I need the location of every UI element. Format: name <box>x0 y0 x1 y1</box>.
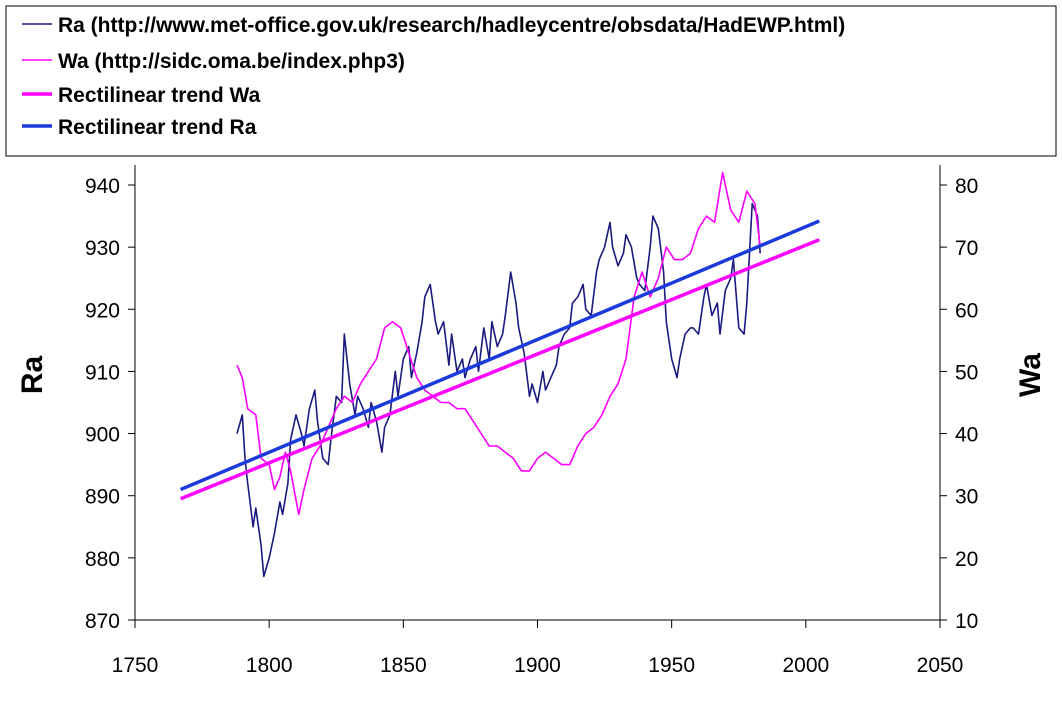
x-tick-label: 1850 <box>380 654 427 677</box>
legend: Ra (http://www.met-office.gov.uk/researc… <box>5 5 1057 157</box>
ra-series-line <box>236 202 761 578</box>
left-y-tick-label: 910 <box>85 361 120 384</box>
legend-label: Ra (http://www.met-office.gov.uk/researc… <box>58 14 845 37</box>
right-y-tick-label: 20 <box>955 548 978 571</box>
x-tick-label: 1950 <box>648 654 695 677</box>
wa-series-line <box>236 171 761 516</box>
right-y-tick-label: 80 <box>955 175 978 198</box>
right-axis-title: Wa <box>1014 353 1047 397</box>
left-y-tick-label: 900 <box>85 424 120 447</box>
plot-series <box>179 171 820 578</box>
legend-label: Wa (http://sidc.oma.be/index.php3) <box>58 50 405 73</box>
left-y-tick-label: 930 <box>85 237 120 260</box>
left-y-tick-label: 940 <box>85 175 120 198</box>
ra-trend-line <box>179 219 820 492</box>
left-y-tick-label: 890 <box>85 486 120 509</box>
x-tick-label: 1800 <box>246 654 293 677</box>
left-y-tick-label: 920 <box>85 299 120 322</box>
left-y-tick-label: 870 <box>85 610 120 633</box>
x-tick-label: 2000 <box>782 654 829 677</box>
legend-box <box>5 5 1057 157</box>
legend-item-ra: Ra (http://www.met-office.gov.uk/researc… <box>22 14 845 37</box>
legend-label: Rectilinear trend Wa <box>58 84 261 107</box>
legend-item-wa-trend: Rectilinear trend Wa <box>22 84 261 107</box>
right-y-tick-label: 30 <box>955 486 978 509</box>
x-tick-label: 1750 <box>112 654 159 677</box>
x-tick-label: 1900 <box>514 654 561 677</box>
right-y-tick-label: 60 <box>955 299 978 322</box>
legend-label: Rectilinear trend Ra <box>58 116 257 139</box>
left-axis-title: Ra <box>16 356 49 395</box>
x-tick-label: 2050 <box>917 654 964 677</box>
right-y-tick-label: 50 <box>955 361 978 384</box>
right-y-tick-label: 10 <box>955 610 978 633</box>
wa-trend-line <box>179 238 820 501</box>
left-y-tick-label: 880 <box>85 548 120 571</box>
legend-item-wa: Wa (http://sidc.oma.be/index.php3) <box>22 50 405 73</box>
right-y-tick-label: 40 <box>955 424 978 447</box>
legend-item-ra-trend: Rectilinear trend Ra <box>22 116 257 139</box>
axes: 1750 1800 1850 1900 1950 2000 2050870880890900… <box>16 165 1047 677</box>
right-y-tick-label: 70 <box>955 237 978 260</box>
